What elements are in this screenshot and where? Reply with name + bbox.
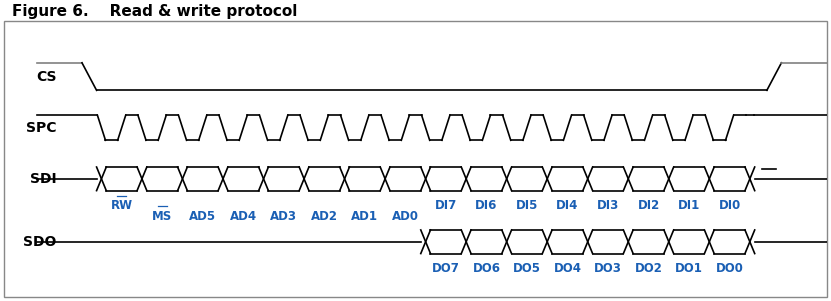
Text: AD1: AD1 [352,209,378,222]
Text: DO7: DO7 [432,262,460,275]
Text: AD4: AD4 [229,209,257,222]
Text: DO2: DO2 [635,262,662,275]
Text: DI7: DI7 [435,199,457,212]
Text: DO3: DO3 [594,262,622,275]
Text: DO6: DO6 [472,262,500,275]
Text: SDI: SDI [30,172,57,186]
Text: DO0: DO0 [715,262,744,275]
Text: DI6: DI6 [475,199,498,212]
Text: DI5: DI5 [516,199,538,212]
Text: DI2: DI2 [637,199,660,212]
Text: SPC: SPC [27,121,57,135]
Text: Figure 6.    Read & write protocol: Figure 6. Read & write protocol [12,4,297,19]
Text: DI3: DI3 [597,199,619,212]
Text: DO4: DO4 [553,262,582,275]
Text: MS: MS [152,209,172,222]
Text: CS: CS [37,70,57,84]
Text: AD0: AD0 [392,209,419,222]
Text: AD2: AD2 [311,209,338,222]
Text: DI0: DI0 [719,199,740,212]
Text: AD5: AD5 [189,209,216,222]
Text: DO5: DO5 [513,262,541,275]
Text: DI4: DI4 [556,199,578,212]
Text: DI1: DI1 [678,199,701,212]
Text: SDO: SDO [23,235,57,249]
Text: AD3: AD3 [270,209,297,222]
Text: RW: RW [111,199,133,212]
Text: DO1: DO1 [675,262,703,275]
